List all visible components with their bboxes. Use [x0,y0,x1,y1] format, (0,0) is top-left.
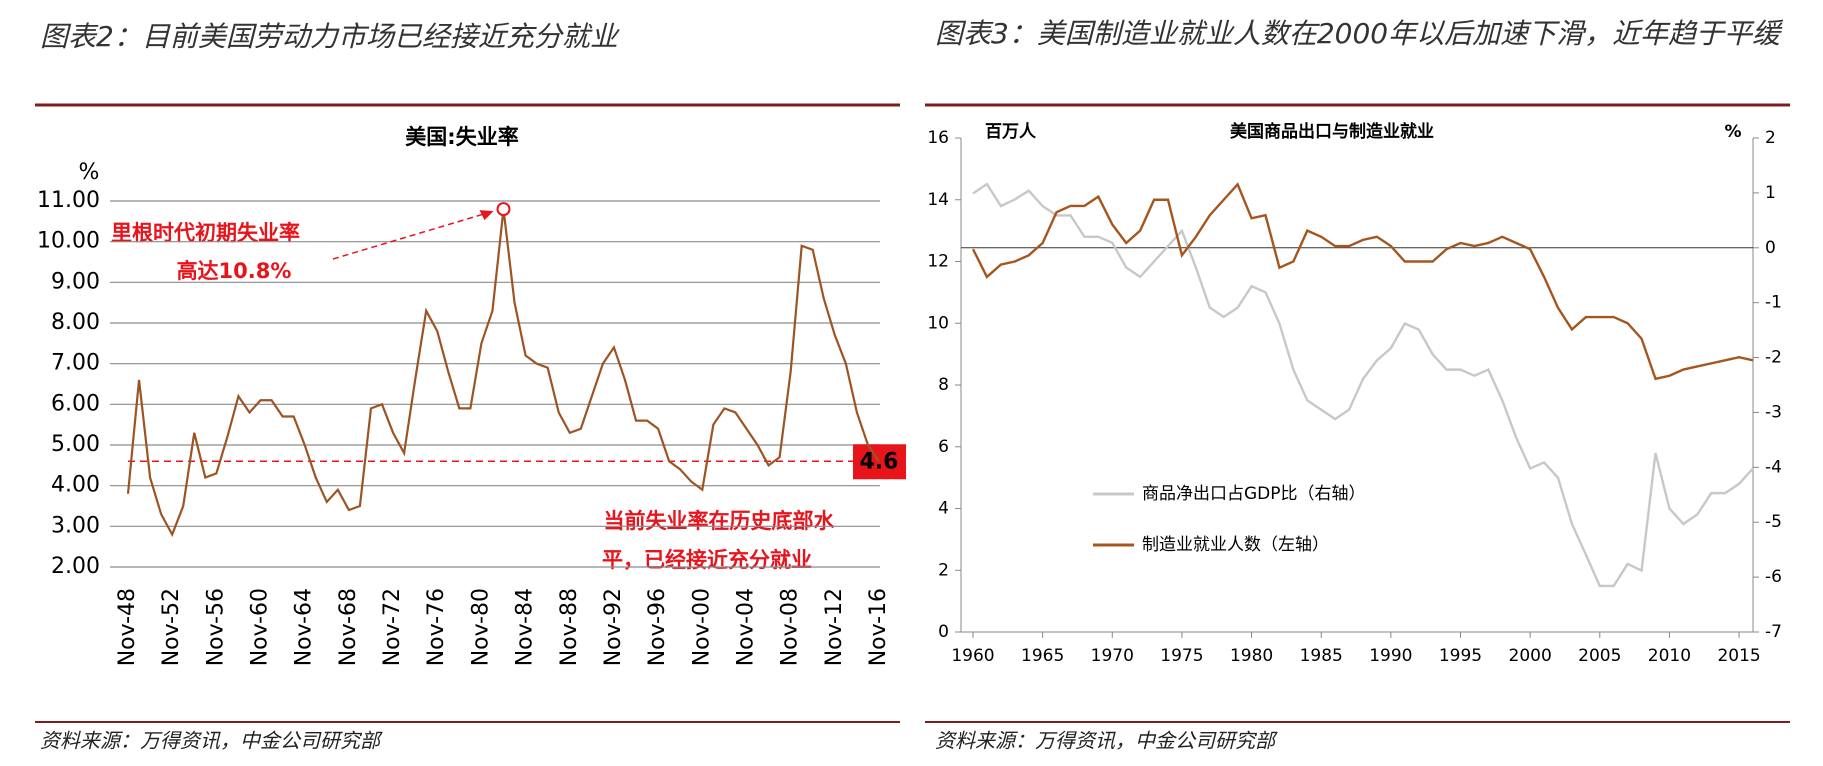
y2-tick-label: -5 [1765,512,1782,532]
heading: 图表2：目前美国劳动力市场已经接近充分就业 [40,20,620,53]
x-tick-label: Nov-68 [336,588,361,666]
x-tick-label: 1965 [1021,646,1064,666]
x-tick-label: Nov-08 [778,588,803,666]
x-tick-label: Nov-60 [248,588,273,666]
x-tick-label: Nov-64 [292,588,317,666]
x-tick-label: Nov-52 [159,588,184,666]
x-tick-label: Nov-56 [203,588,228,666]
x-tick-label: 1960 [951,646,994,666]
y-tick-label: 9.00 [51,269,100,294]
y-tick-label: 11.00 [37,188,100,213]
y-unit: % [79,160,100,185]
arrow-head [479,210,494,221]
legend-label: 制造业就业人数（左轴） [1142,535,1329,555]
y-tick-label: 2.00 [51,554,100,579]
source: 资料来源：万得资讯，中金公司研究部 [935,729,1278,753]
annotation: 当前失业率在历史底部水 [604,509,836,533]
y-tick-label: 6 [938,437,949,457]
x-tick-label: 1970 [1091,646,1134,666]
y-tick-label: 8.00 [51,310,100,335]
x-tick-label: Nov-48 [115,588,140,666]
y-tick-label: 12 [927,252,949,272]
heading-box: 图表3：美国制造业就业人数在2000年以后加速下滑，近年趋于平缓 [935,17,1781,50]
x-tick-label: Nov-16 [866,588,891,666]
y2-tick-label: -6 [1765,567,1782,587]
y-tick-label: 2 [938,560,949,580]
x-tick-label: 1975 [1160,646,1203,666]
y-tick-label: 14 [927,190,949,210]
y2-tick-label: -7 [1765,622,1782,642]
y-tick-label: 10 [927,313,949,333]
y2-tick-label: 2 [1765,128,1776,148]
annotation: 平，已经接近充分就业 [602,548,812,572]
peak-marker [496,202,511,217]
x-tick-label: Nov-96 [645,588,670,666]
y-tick-label: 4.00 [51,473,100,498]
y-tick-label: 3.00 [51,513,100,538]
series-line [972,182,1754,588]
x-tick-label: 2015 [1717,646,1760,666]
y-tick-label: 0 [938,622,949,642]
y2-tick-label: 1 [1765,183,1776,203]
legend-label: 商品净出口占GDP比（右轴） [1142,484,1366,504]
y-tick-label: 6.00 [51,391,100,416]
x-tick-label: 1995 [1439,646,1482,666]
source: 资料来源：万得资讯，中金公司研究部 [40,729,383,753]
y-tick-label: 8 [938,375,949,395]
x-tick-label: Nov-12 [822,588,847,666]
x-tick-label: Nov-80 [468,588,493,666]
y2-tick-label: -3 [1765,402,1782,422]
heading: 图表3：美国制造业就业人数在2000年以后加速下滑，近年趋于平缓 [935,17,1781,50]
y-tick-label: 7.00 [51,351,100,376]
x-tick-label: Nov-04 [733,588,758,666]
y-tick-label: 16 [927,128,949,148]
x-tick-label: Nov-92 [601,588,626,666]
y2-tick-label: -2 [1765,348,1782,368]
x-tick-label: 1985 [1300,646,1343,666]
y2-tick-label: -4 [1765,457,1782,477]
x-tick-label: Nov-76 [424,588,449,666]
annotation: 里根时代初期失业率 [111,221,300,245]
y-unit: 百万人 [985,122,1037,142]
x-tick-label: 2010 [1648,646,1691,666]
x-tick-label: 1990 [1369,646,1412,666]
x-tick-label: Nov-00 [689,588,714,666]
x-tick-label: 1980 [1230,646,1273,666]
annotation-arrow [332,210,494,260]
reference-badge [853,444,906,480]
annotation: 高达10.8% [177,259,292,283]
x-tick-label: 2005 [1578,646,1621,666]
series-line [971,182,1754,381]
chart-title: 美国:失业率 [405,125,518,149]
y2-unit: % [1724,122,1741,142]
x-tick-label: Nov-88 [557,588,582,666]
x-tick-label: 2000 [1509,646,1552,666]
y-tick-label: 4 [938,499,949,519]
x-tick-label: Nov-72 [380,588,405,666]
y2-tick-label: -1 [1765,293,1782,313]
y-tick-label: 5.00 [51,432,100,457]
y-tick-label: 10.00 [37,229,100,254]
reference-label: 4.6 [860,449,899,474]
chart-title: 美国商品出口与制造业就业 [1230,121,1434,142]
y2-tick-label: 0 [1765,238,1776,258]
x-tick-label: Nov-84 [513,588,538,666]
